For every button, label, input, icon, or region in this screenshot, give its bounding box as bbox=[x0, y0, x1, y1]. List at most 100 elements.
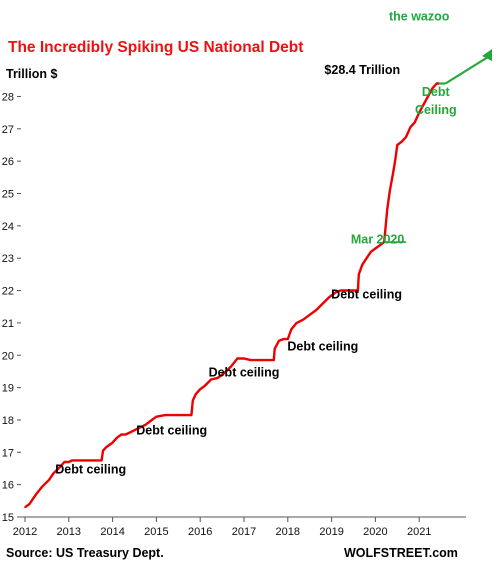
y-tick-label: 23 bbox=[2, 253, 14, 265]
annotation-label: Debt bbox=[422, 85, 451, 99]
data-point bbox=[339, 289, 342, 292]
data-point bbox=[374, 247, 377, 250]
x-tick-label: 2016 bbox=[188, 526, 212, 538]
data-point bbox=[315, 309, 318, 311]
x-axis: 2012 2013 2014 2015 2016 2017 2018 2019 2020 2021 bbox=[13, 517, 431, 538]
annotation-label: Debt ceiling bbox=[55, 462, 126, 476]
annotation-label: Ceiling bbox=[415, 103, 457, 117]
annotation-label: Mar 2020 bbox=[351, 233, 405, 247]
data-point bbox=[52, 472, 55, 475]
data-point bbox=[138, 427, 140, 429]
data-point bbox=[236, 357, 239, 360]
brand-label: WOLFSTREET.com bbox=[344, 546, 458, 560]
data-point bbox=[400, 140, 403, 143]
data-point bbox=[155, 415, 158, 418]
data-point bbox=[35, 493, 37, 496]
y-tick-label: 22 bbox=[2, 286, 14, 298]
data-point bbox=[357, 289, 359, 292]
data-point bbox=[173, 414, 175, 416]
data-point bbox=[418, 111, 421, 114]
data-point bbox=[308, 314, 311, 316]
annotation-label: Debt out bbox=[394, 0, 446, 2]
x-tick-label: 2018 bbox=[276, 526, 300, 538]
annotation-label: Debt ceiling bbox=[136, 424, 207, 438]
data-point bbox=[151, 419, 153, 421]
data-point bbox=[422, 103, 425, 106]
y-tick-label: 27 bbox=[2, 124, 14, 136]
data-point bbox=[71, 459, 74, 462]
data-point bbox=[59, 466, 61, 468]
x-tick-label: 2013 bbox=[57, 526, 81, 538]
data-point bbox=[273, 348, 276, 350]
data-point bbox=[379, 244, 381, 247]
chart-title: The Incredibly Spiking US National Debt bbox=[8, 39, 303, 56]
data-point bbox=[28, 503, 31, 505]
data-point bbox=[394, 160, 396, 162]
x-tick-label: 2015 bbox=[144, 526, 168, 538]
data-point bbox=[144, 424, 147, 426]
data-point bbox=[386, 208, 389, 211]
data-point bbox=[41, 485, 44, 488]
data-point bbox=[352, 289, 355, 292]
annotation-label: $28.4 Trillion bbox=[324, 63, 400, 77]
data-point bbox=[322, 302, 324, 305]
data-point bbox=[24, 506, 26, 509]
x-tick-label: 2012 bbox=[13, 526, 37, 538]
data-point bbox=[190, 414, 193, 416]
wazoo-arrow-line bbox=[444, 56, 489, 85]
series-layer bbox=[24, 82, 440, 509]
data-point bbox=[431, 87, 434, 90]
annotation-label: the wazoo bbox=[389, 9, 450, 23]
data-point bbox=[392, 173, 394, 175]
data-point bbox=[203, 385, 206, 387]
data-point bbox=[365, 257, 368, 260]
data-point bbox=[131, 430, 134, 433]
annotation-label: Debt ceiling bbox=[209, 365, 280, 379]
data-point bbox=[302, 318, 304, 321]
data-point bbox=[102, 449, 104, 452]
data-point bbox=[192, 399, 194, 402]
data-point bbox=[223, 372, 226, 374]
y-tick-label: 25 bbox=[2, 189, 14, 201]
data-point bbox=[68, 461, 70, 463]
data-point bbox=[396, 144, 399, 146]
data-point bbox=[210, 378, 212, 381]
y-tick-label: 17 bbox=[2, 447, 14, 459]
data-point bbox=[328, 296, 331, 298]
y-tick-label: 16 bbox=[2, 480, 14, 492]
y-tick-label: 21 bbox=[2, 318, 14, 330]
y-tick-label: 20 bbox=[2, 350, 14, 362]
data-point bbox=[120, 433, 123, 436]
data-point bbox=[63, 461, 66, 463]
x-tick-label: 2021 bbox=[407, 526, 431, 538]
data-point bbox=[273, 359, 275, 361]
data-point bbox=[100, 459, 103, 462]
data-point bbox=[414, 121, 416, 124]
data-point bbox=[216, 377, 219, 379]
data-point bbox=[405, 136, 407, 138]
data-point bbox=[48, 479, 50, 481]
annotation-label: Debt ceiling bbox=[331, 288, 402, 302]
wazoo-arrow-head bbox=[482, 49, 492, 61]
data-point bbox=[243, 357, 245, 360]
data-point bbox=[389, 189, 391, 192]
data-point bbox=[282, 338, 285, 340]
data-point bbox=[409, 126, 412, 128]
data-point bbox=[295, 322, 298, 324]
data-point bbox=[199, 388, 201, 391]
data-point bbox=[105, 446, 107, 449]
y-tick-label: 19 bbox=[2, 383, 14, 395]
data-point bbox=[427, 95, 429, 98]
y-tick-label: 26 bbox=[2, 156, 14, 168]
x-tick-label: 2017 bbox=[232, 526, 256, 538]
y-tick-label: 24 bbox=[2, 221, 14, 233]
x-tick-label: 2019 bbox=[319, 526, 343, 538]
annotation-layer: Debt ceiling Debt ceiling Debt ceiling Debt… bbox=[55, 0, 492, 476]
y-tick-label: 18 bbox=[2, 415, 14, 427]
y-axis: 15 16 17 18 19 20 21 22 23 24 25 26 27 28 bbox=[2, 91, 21, 524]
data-point bbox=[195, 393, 197, 395]
data-point bbox=[290, 328, 293, 331]
data-point bbox=[435, 82, 438, 85]
data-point bbox=[230, 365, 232, 368]
